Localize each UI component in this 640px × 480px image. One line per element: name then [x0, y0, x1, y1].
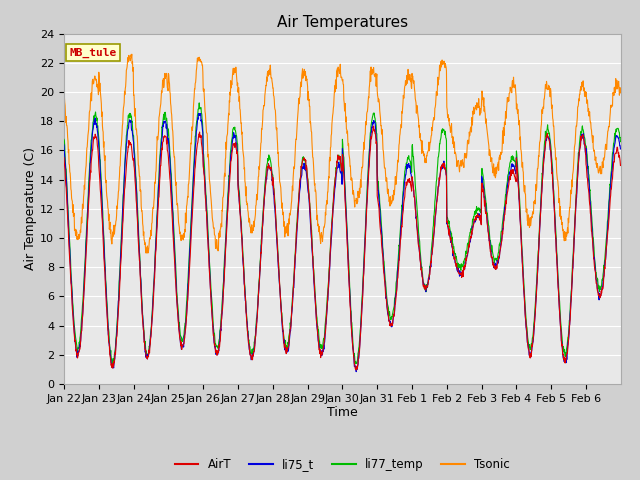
X-axis label: Time: Time — [327, 407, 358, 420]
Title: Air Temperatures: Air Temperatures — [277, 15, 408, 30]
Y-axis label: Air Temperature (C): Air Temperature (C) — [24, 147, 37, 270]
Text: MB_tule: MB_tule — [70, 48, 117, 58]
Legend: AirT, li75_t, li77_temp, Tsonic: AirT, li75_t, li77_temp, Tsonic — [170, 454, 515, 476]
